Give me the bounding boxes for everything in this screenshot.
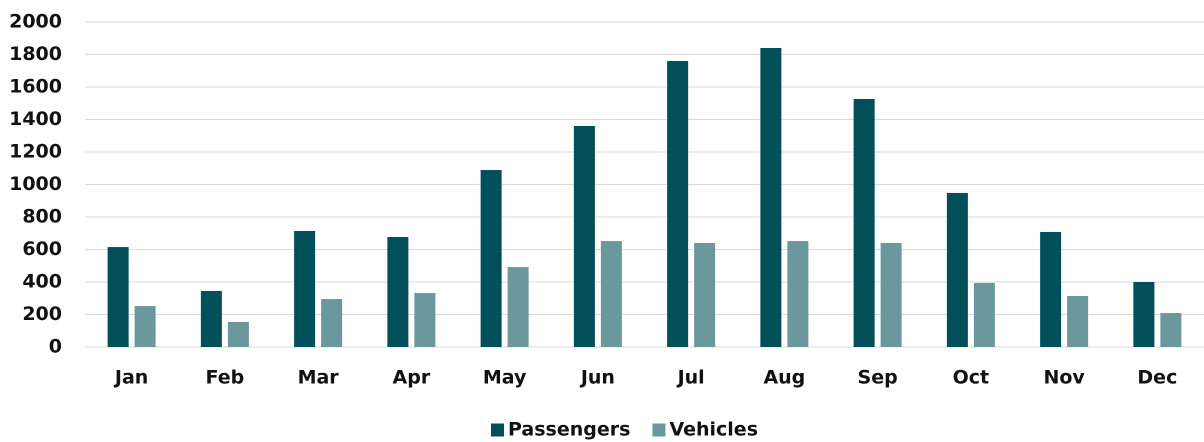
bar xyxy=(200,290,222,347)
bar xyxy=(227,321,249,347)
y-tick-label: 1800 xyxy=(9,43,62,65)
x-tick-label: Apr xyxy=(393,367,431,389)
y-tick-label: 1000 xyxy=(9,173,62,195)
x-tick-label: Dec xyxy=(1137,367,1177,389)
y-tick-label: 0 xyxy=(49,336,62,358)
bar xyxy=(321,299,343,347)
x-tick-label: Oct xyxy=(953,367,990,389)
bar xyxy=(787,241,809,347)
legend-swatch xyxy=(652,423,666,437)
bar xyxy=(507,267,529,347)
x-tick-label: Feb xyxy=(206,367,245,389)
legend-item: Vehicles xyxy=(652,419,758,441)
x-tick-label: Aug xyxy=(763,367,805,389)
y-tick-label: 200 xyxy=(22,303,62,325)
x-tick-label: Jul xyxy=(676,367,705,389)
bar xyxy=(1133,282,1155,347)
x-tick-label: Sep xyxy=(858,367,898,389)
x-tick-label: May xyxy=(483,367,527,389)
bar xyxy=(387,236,409,347)
legend-item: Passengers xyxy=(491,419,630,441)
bar xyxy=(1067,295,1089,347)
legend-label: Passengers xyxy=(508,419,630,441)
y-tick-label: 1200 xyxy=(9,141,62,163)
bar xyxy=(946,192,968,347)
bar xyxy=(760,48,782,347)
x-tick-label: Jun xyxy=(579,367,615,389)
legend-swatch xyxy=(491,423,504,437)
y-tick-label: 1600 xyxy=(9,76,62,98)
bar xyxy=(294,230,316,347)
bar xyxy=(880,243,902,347)
legend-label: Vehicles xyxy=(669,419,758,441)
bar xyxy=(853,99,875,348)
bar xyxy=(414,293,436,347)
y-tick-label: 600 xyxy=(22,238,62,260)
bar xyxy=(973,282,995,347)
y-tick-label: 400 xyxy=(22,271,62,293)
bar xyxy=(667,61,689,347)
bar xyxy=(600,241,622,347)
y-tick-label: 800 xyxy=(22,206,62,228)
bar xyxy=(1040,231,1062,347)
x-tick-label: Nov xyxy=(1043,367,1085,389)
bar xyxy=(134,306,156,347)
y-tick-label: 1400 xyxy=(9,108,62,130)
bar xyxy=(480,170,502,347)
x-tick-label: Jan xyxy=(113,367,148,389)
y-tick-label: 2000 xyxy=(9,11,62,33)
bar xyxy=(694,243,716,347)
x-tick-label: Mar xyxy=(298,367,340,389)
bar xyxy=(573,126,595,347)
bar xyxy=(107,247,129,347)
bar xyxy=(1160,313,1182,347)
